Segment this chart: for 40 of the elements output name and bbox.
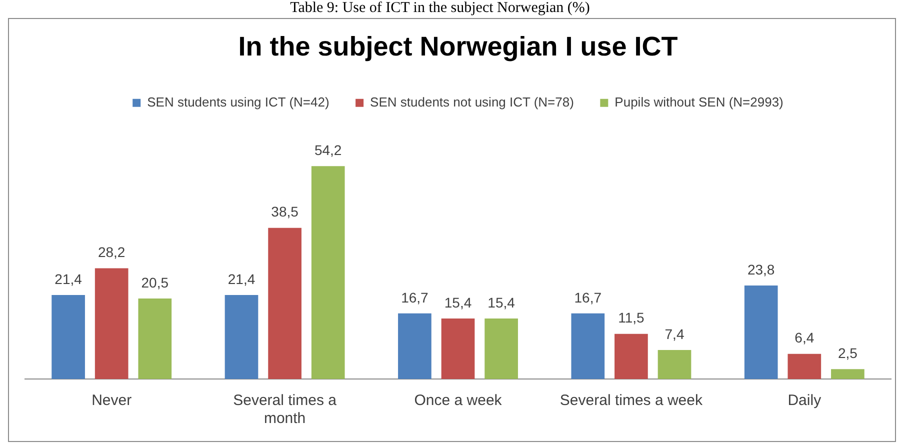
data-label: 7,4 (664, 326, 684, 342)
bar (138, 298, 172, 379)
x-tick-label: Daily (788, 392, 822, 410)
chart-title: In the subject Norwegian I use ICT (238, 32, 678, 62)
x-tick-label: Once a week (414, 392, 502, 410)
data-label: 15,4 (444, 294, 472, 310)
x-tick-label: Several times a month (233, 392, 338, 428)
data-label: 16,7 (574, 289, 602, 306)
data-label: 38,5 (271, 204, 299, 220)
bar (614, 334, 648, 379)
data-label: 16,7 (401, 289, 429, 306)
data-label: 28,2 (98, 244, 126, 260)
data-label: 23,8 (747, 261, 775, 278)
data-label: 11,5 (618, 310, 645, 326)
data-label: 2,5 (838, 345, 858, 362)
bar (571, 313, 605, 379)
bar (658, 350, 692, 379)
caption: Table 9: Use of ICT in the subject Norwegian (%) (289, 0, 591, 17)
bar (52, 294, 85, 379)
bar (441, 318, 475, 379)
data-label: 54,2 (314, 142, 342, 158)
x-tick-label: Never (92, 392, 132, 410)
bar (224, 294, 258, 379)
x-tick-label: Several times a week (560, 392, 703, 410)
bar (398, 313, 432, 379)
data-label: 20,5 (141, 274, 169, 290)
legend-label: SEN students using ICT (N=42) (147, 94, 330, 110)
data-label: 21,4 (228, 270, 256, 287)
data-label: 15,4 (488, 294, 516, 310)
legend-label: SEN students not using ICT (N=78) (370, 94, 574, 110)
bar (831, 369, 864, 379)
data-label: 6,4 (794, 330, 814, 346)
bar (788, 354, 822, 379)
bar (484, 318, 518, 379)
legend-label: Pupils without SEN (N=2993) (614, 94, 784, 110)
bar (268, 228, 302, 379)
bar (94, 268, 128, 379)
bar (311, 166, 345, 379)
data-label: 21,4 (54, 270, 82, 287)
bar (744, 286, 778, 379)
